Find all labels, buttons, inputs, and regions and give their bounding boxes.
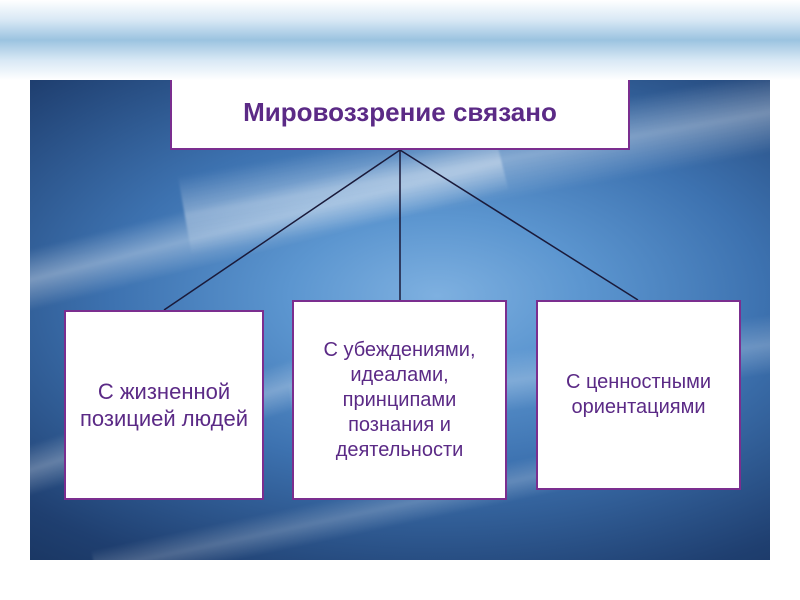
root-title-box: Мировоззрение связано bbox=[170, 80, 630, 150]
diagram-canvas: Мировоззрение связано С жизненной позици… bbox=[30, 80, 770, 560]
child-box-3: С ценностными ориентациями bbox=[536, 300, 741, 490]
child-text: С ценностными ориентациями bbox=[548, 370, 729, 420]
child-text: С убеждениями, идеалами, принципами позн… bbox=[304, 338, 495, 463]
child-box-2: С убеждениями, идеалами, принципами позн… bbox=[292, 300, 507, 500]
child-text: С жизненной позицией людей bbox=[76, 378, 252, 433]
root-title-text: Мировоззрение связано bbox=[243, 97, 557, 128]
child-box-1: С жизненной позицией людей bbox=[64, 310, 264, 500]
header-gradient bbox=[0, 0, 800, 80]
